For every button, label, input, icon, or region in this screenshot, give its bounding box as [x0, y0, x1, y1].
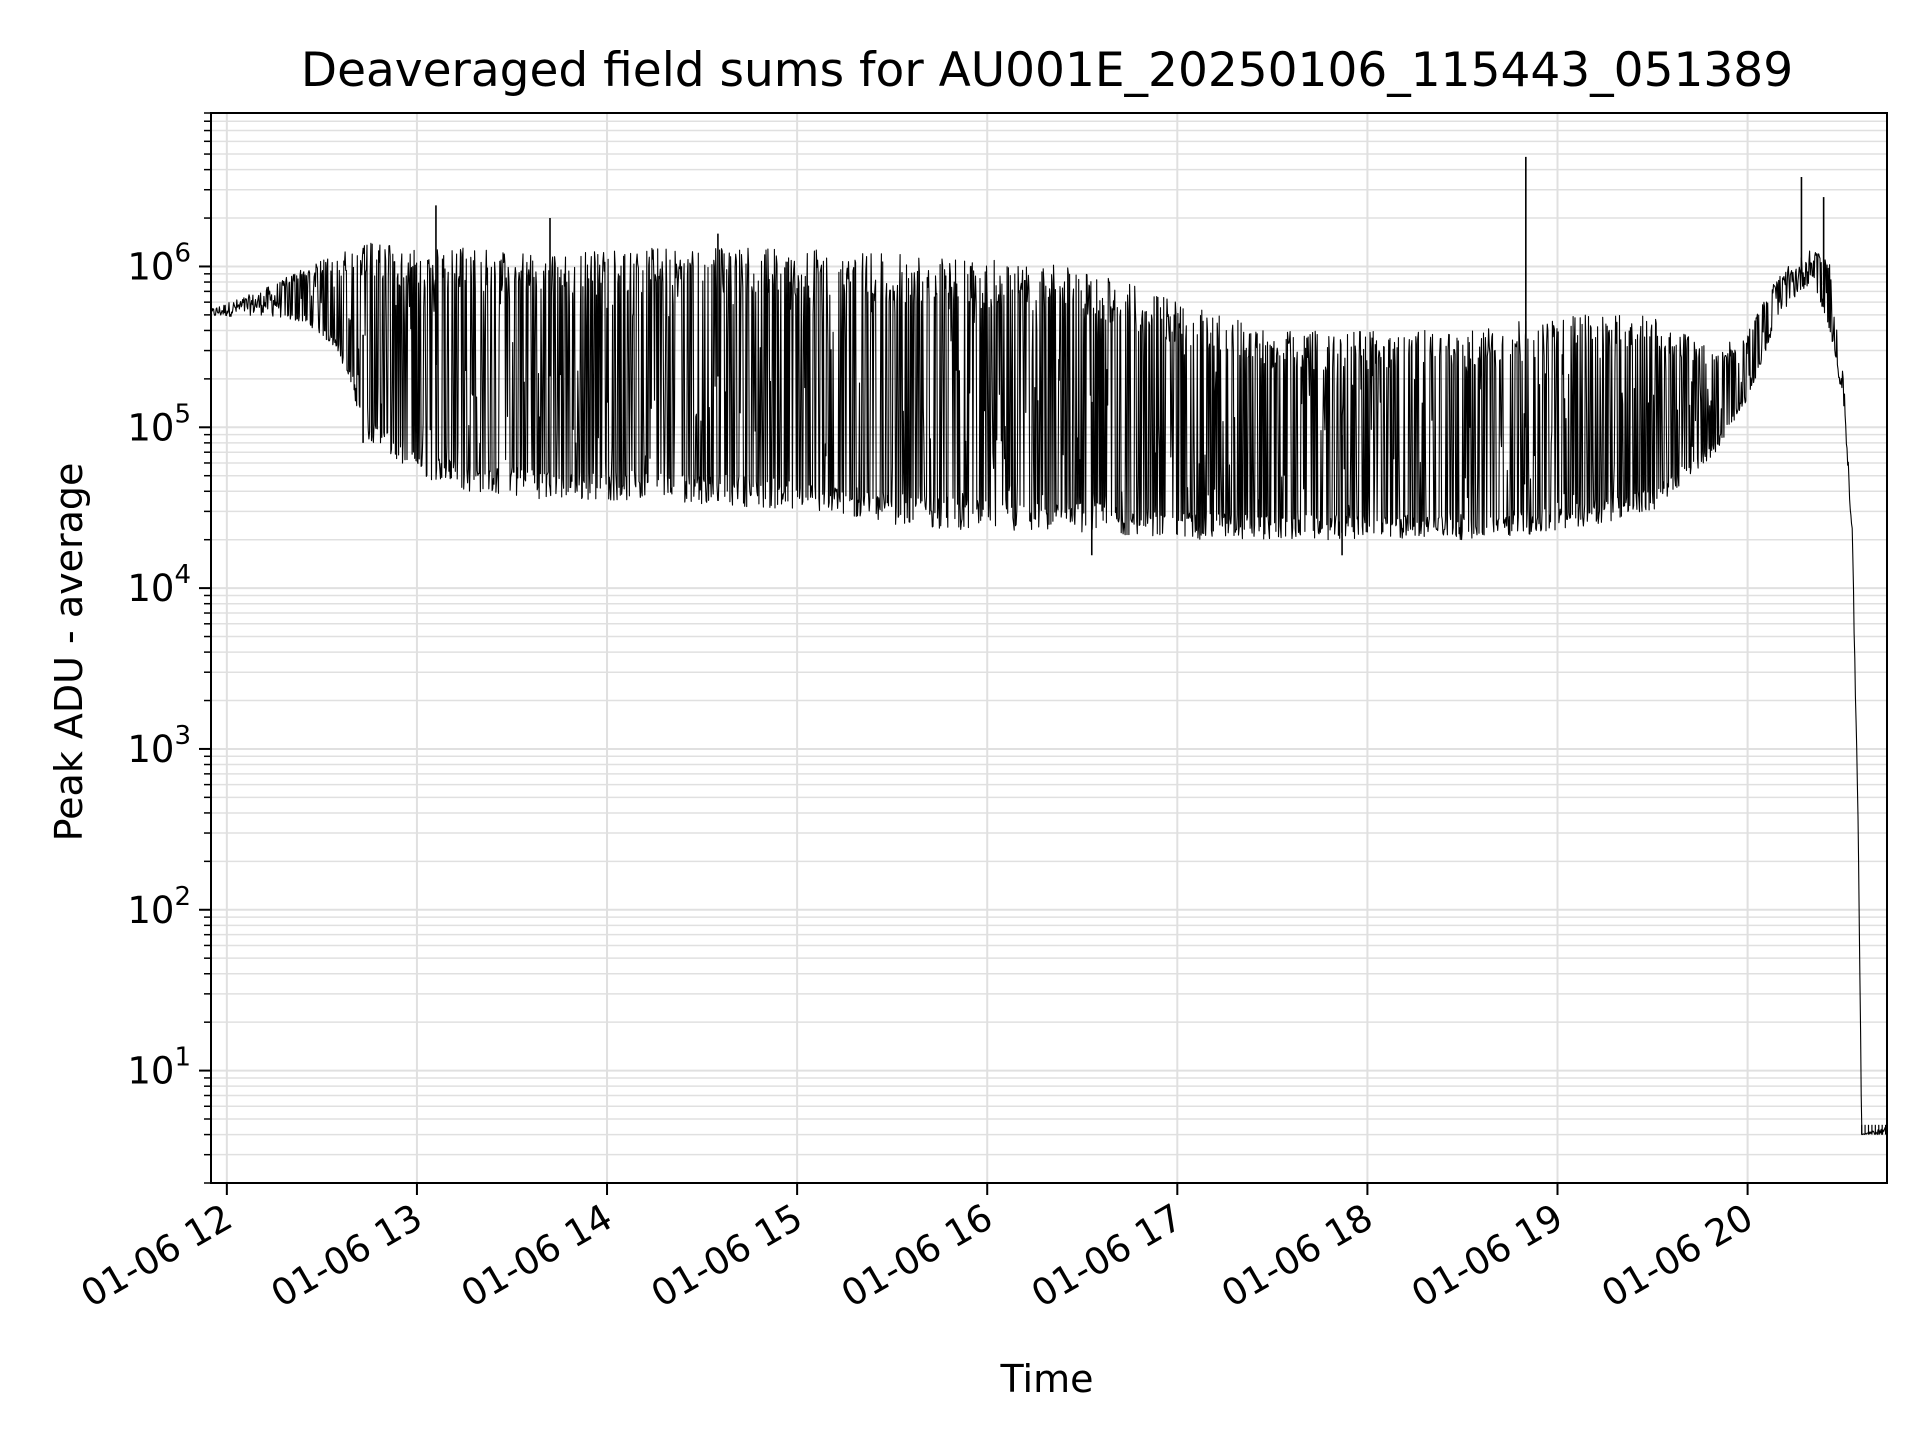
x-axis-label: Time	[1000, 1357, 1094, 1401]
y-axis-ticks: 101 102 103 104 105 106	[127, 238, 211, 1093]
y-tick-label: 101	[127, 1043, 191, 1093]
chart-title: Deaveraged field sums for AU001E_2025010…	[301, 43, 1793, 98]
y-tick-label: 106	[127, 238, 191, 288]
y-tick-label: 105	[127, 399, 191, 449]
y-axis-label: Peak ADU - average	[47, 463, 91, 842]
y-tick-label: 103	[127, 721, 191, 771]
y-tick-label: 104	[127, 560, 191, 610]
series-layer	[210, 156, 1888, 1136]
series-line	[210, 242, 1888, 1136]
plot-frame	[210, 112, 1888, 1184]
y-tick-label: 102	[127, 882, 191, 932]
